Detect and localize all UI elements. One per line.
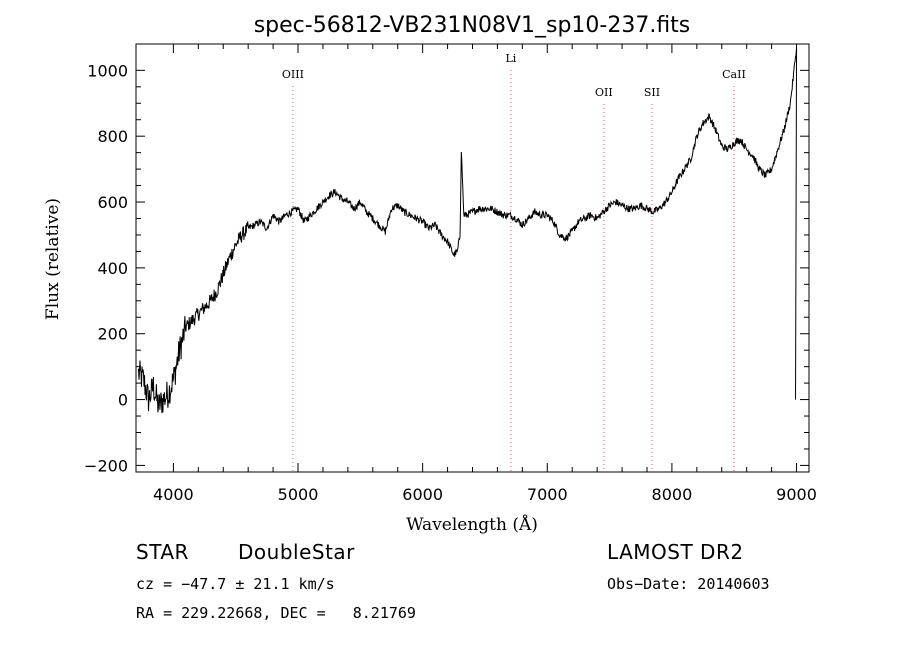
x-tick-label: 6000 <box>402 485 443 504</box>
series-group <box>138 47 798 414</box>
chart-title: spec-56812-VB231N08V1_sp10-237.fits <box>254 13 691 38</box>
x-tick-label: 7000 <box>527 485 568 504</box>
y-tick-label: 0 <box>118 391 128 410</box>
x-tick-label: 9000 <box>776 485 817 504</box>
y-tick-label: 1000 <box>87 61 128 80</box>
x-axis-label: Wavelength (Å) <box>406 514 538 535</box>
object-class: STAR <box>136 540 189 564</box>
object-subclass: DoubleStar <box>238 540 355 564</box>
y-axis-label: Flux (relative) <box>43 198 63 320</box>
x-tick-label: 5000 <box>278 485 319 504</box>
redshift-cz: cz = −47.7 ± 21.1 km/s <box>136 575 335 593</box>
line-label-sii: SII <box>644 86 660 99</box>
line-label-li: Li <box>505 52 516 65</box>
axis-ticks: 4000 5000 6000 7000 8000 9000 −200 0 200 400 600 80… <box>84 44 817 504</box>
line-label-oii: OII <box>595 86 613 99</box>
observation-date: Obs−Date: 20140603 <box>607 575 770 593</box>
plot-frame <box>135 43 810 473</box>
x-tick-label: 8000 <box>652 485 693 504</box>
y-tick-label: 600 <box>97 193 128 212</box>
y-tick-label: −200 <box>84 456 128 475</box>
y-tick-label: 800 <box>97 127 128 146</box>
y-tick-label: 400 <box>97 259 128 278</box>
survey-name: LAMOST DR2 <box>607 540 744 564</box>
spectrum-line <box>138 47 797 414</box>
y-tick-label: 200 <box>97 325 128 344</box>
line-label-oiii: OIII <box>282 68 304 81</box>
line-label-caii: CaII <box>722 68 746 81</box>
spectrum-edge <box>795 47 798 400</box>
coordinates: RA = 229.22668, DEC = 8.21769 <box>136 604 416 622</box>
line-markers: OIII Li OII SII CaII <box>282 52 746 472</box>
x-tick-label: 4000 <box>153 485 194 504</box>
